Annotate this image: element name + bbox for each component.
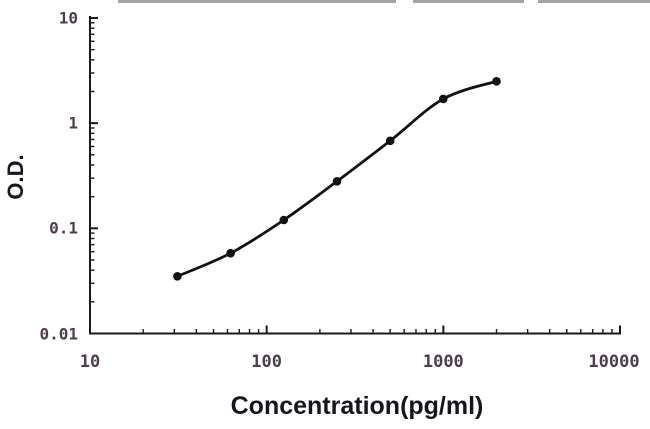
y-tick-label-0.01: 0.01: [39, 324, 78, 343]
data-point-marker: [226, 248, 235, 258]
x-axis-title: Concentration(pg/ml): [230, 392, 484, 420]
truncated-title-band-segment: [538, 0, 650, 3]
data-point-marker: [385, 136, 395, 146]
data-point-marker: [332, 177, 342, 186]
truncated-title-band-segment: [413, 0, 524, 3]
truncated-title-band-segment: [118, 0, 396, 3]
x-tick-label-10000: 10000: [588, 352, 640, 372]
x-tick-label-10: 10: [79, 352, 101, 372]
x-tick-label-100: 100: [251, 352, 283, 372]
y-axis-title: O.D.: [3, 154, 28, 200]
data-point-marker: [279, 215, 289, 225]
x-tick-label-1000: 1000: [422, 352, 464, 372]
y-tick-label-1: 1: [68, 113, 78, 133]
data-point-marker: [439, 94, 448, 104]
y-tick-label-10: 10: [58, 8, 78, 28]
data-point-marker: [173, 272, 182, 281]
y-tick-label-0.1: 0.1: [49, 218, 78, 238]
data-point-marker: [492, 77, 501, 86]
